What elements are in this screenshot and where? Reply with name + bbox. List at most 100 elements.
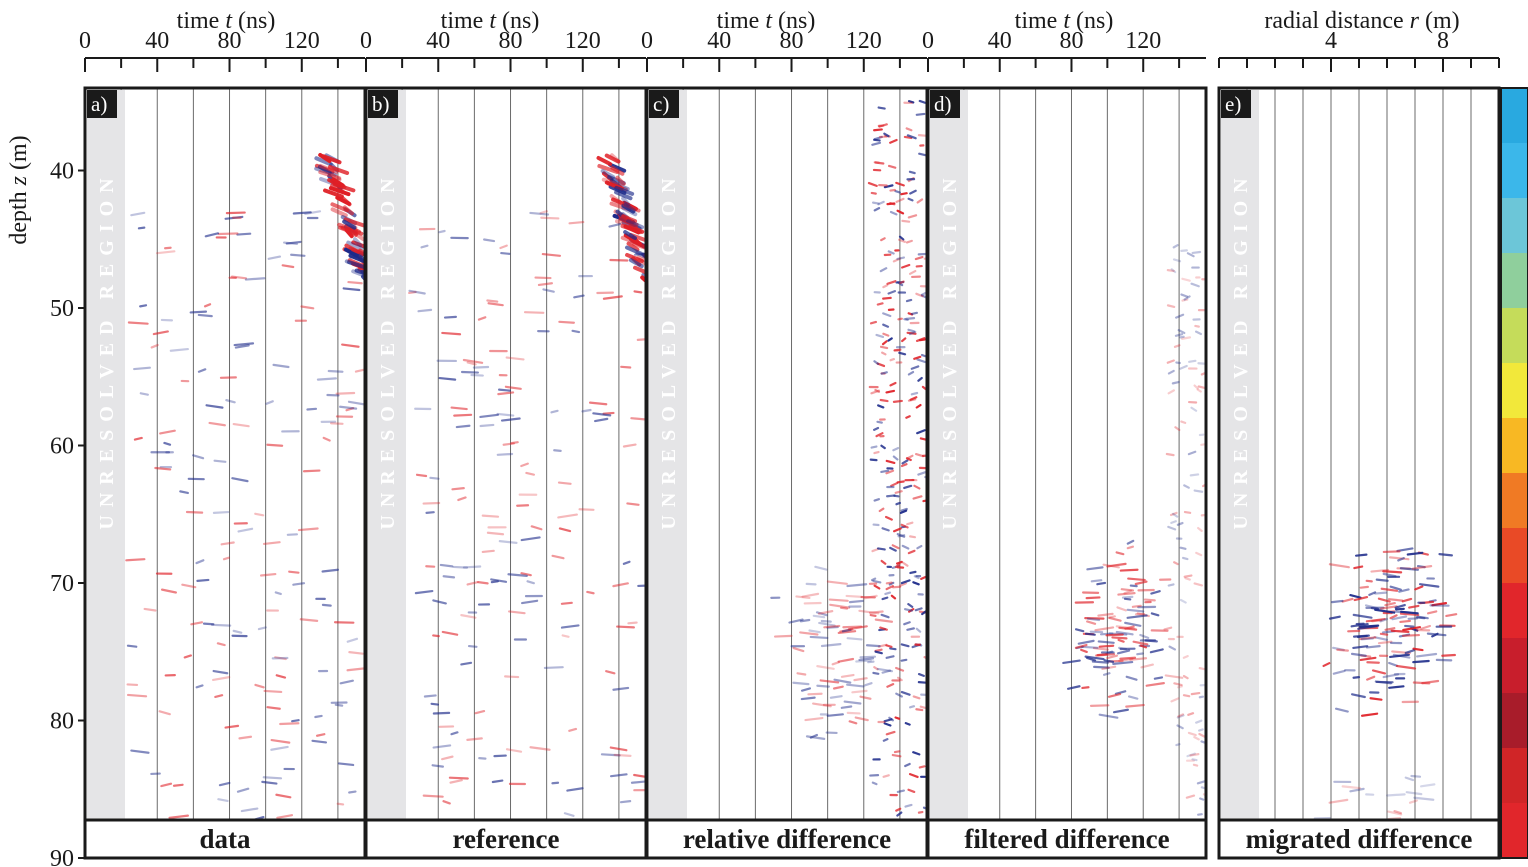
- wave-mark: [1124, 625, 1135, 630]
- wave-mark: [1384, 601, 1396, 607]
- wave-mark: [901, 544, 910, 550]
- wave-mark: [460, 661, 473, 666]
- wave-mark: [1388, 685, 1405, 689]
- wave-mark: [1093, 665, 1110, 669]
- wave-mark: [1119, 656, 1137, 660]
- wave-mark: [879, 267, 888, 273]
- wave-mark: [1408, 604, 1420, 609]
- wave-mark: [594, 417, 609, 423]
- wave-mark: [873, 207, 881, 212]
- wave-mark: [479, 423, 495, 428]
- wave-mark: [900, 579, 911, 585]
- panel-c-label-bg: [649, 90, 679, 118]
- wave-mark: [1336, 648, 1349, 652]
- wave-mark: [1091, 660, 1110, 664]
- wave-mark: [1431, 602, 1448, 607]
- wave-mark: [1107, 692, 1122, 698]
- wave-mark: [302, 469, 321, 473]
- wave-mark: [882, 774, 890, 778]
- wave-mark: [859, 655, 877, 659]
- wave-mark: [614, 219, 638, 230]
- wave-mark: [837, 657, 855, 663]
- wave-mark: [1117, 592, 1136, 596]
- wave-mark: [600, 753, 621, 757]
- wave-mark: [895, 807, 902, 812]
- wave-mark: [626, 502, 640, 506]
- wave-mark: [896, 209, 905, 215]
- wave-mark: [1352, 676, 1361, 679]
- wave-mark: [351, 240, 365, 249]
- wave-mark: [486, 531, 505, 536]
- wave-mark: [254, 683, 265, 689]
- wave-mark: [884, 591, 892, 596]
- wave-mark: [620, 235, 643, 246]
- wave-mark: [908, 330, 917, 336]
- wave-mark: [891, 753, 902, 758]
- wave-mark: [1352, 645, 1369, 650]
- wave-mark: [901, 219, 911, 223]
- wave-mark: [172, 783, 184, 787]
- wave-mark: [872, 579, 882, 584]
- wave-mark: [895, 692, 903, 698]
- wave-mark: [1389, 614, 1398, 620]
- wave-mark: [314, 714, 323, 719]
- wave-mark: [886, 683, 895, 688]
- wave-mark: [916, 544, 923, 550]
- wave-mark: [896, 560, 903, 565]
- wave-mark: [1062, 659, 1081, 665]
- wave-mark: [880, 371, 888, 375]
- wave-mark: [237, 527, 254, 533]
- wave-mark: [272, 363, 290, 369]
- wave-mark: [788, 618, 804, 624]
- wave-mark: [1181, 277, 1191, 282]
- wave-mark: [1190, 406, 1198, 412]
- wave-mark: [920, 353, 927, 358]
- wave-mark: [1108, 616, 1122, 622]
- wave-mark: [192, 454, 205, 460]
- wave-mark: [613, 753, 632, 757]
- wave-mark: [820, 619, 832, 623]
- wave-mark: [596, 155, 613, 166]
- wave-mark: [232, 422, 250, 428]
- wave-mark: [609, 773, 628, 778]
- wave-mark: [855, 659, 872, 663]
- panel-a-x-ticks: 0 40 80 120: [79, 28, 365, 72]
- colorbar-swatch: [1501, 363, 1528, 419]
- wave-mark: [907, 197, 914, 202]
- wave-mark: [510, 441, 519, 445]
- wave-mark: [909, 535, 917, 539]
- wave-mark: [1195, 719, 1203, 724]
- wave-mark: [899, 582, 907, 587]
- wave-mark: [885, 644, 893, 648]
- wave-mark: [1167, 389, 1175, 395]
- wave-mark: [870, 191, 877, 195]
- wave-mark: [1172, 512, 1179, 518]
- wave-mark: [1175, 313, 1185, 319]
- wave-mark: [887, 250, 895, 255]
- panel-d-gridlines: [963, 88, 1180, 820]
- wave-mark: [557, 513, 578, 519]
- wave-mark: [636, 255, 646, 263]
- wave-mark: [1195, 330, 1203, 336]
- wave-mark: [1375, 578, 1389, 582]
- wave-mark: [1084, 632, 1096, 636]
- wave-mark: [443, 315, 457, 319]
- wave-mark: [873, 666, 879, 671]
- wave-mark: [1107, 615, 1116, 619]
- wave-mark: [1371, 669, 1387, 675]
- wave-mark: [431, 764, 444, 768]
- wave-mark: [1438, 553, 1453, 557]
- wave-mark: [1116, 606, 1127, 612]
- wave-mark: [1426, 610, 1438, 615]
- wave-mark: [1389, 585, 1402, 591]
- wave-mark: [819, 679, 840, 684]
- wave-mark: [408, 290, 417, 295]
- wave-mark: [500, 417, 521, 422]
- wave-mark: [225, 399, 236, 404]
- wave-mark: [1116, 649, 1131, 655]
- wave-mark: [826, 580, 848, 585]
- wave-mark: [1328, 615, 1341, 620]
- wave-mark: [483, 238, 496, 243]
- wave-mark: [792, 681, 810, 686]
